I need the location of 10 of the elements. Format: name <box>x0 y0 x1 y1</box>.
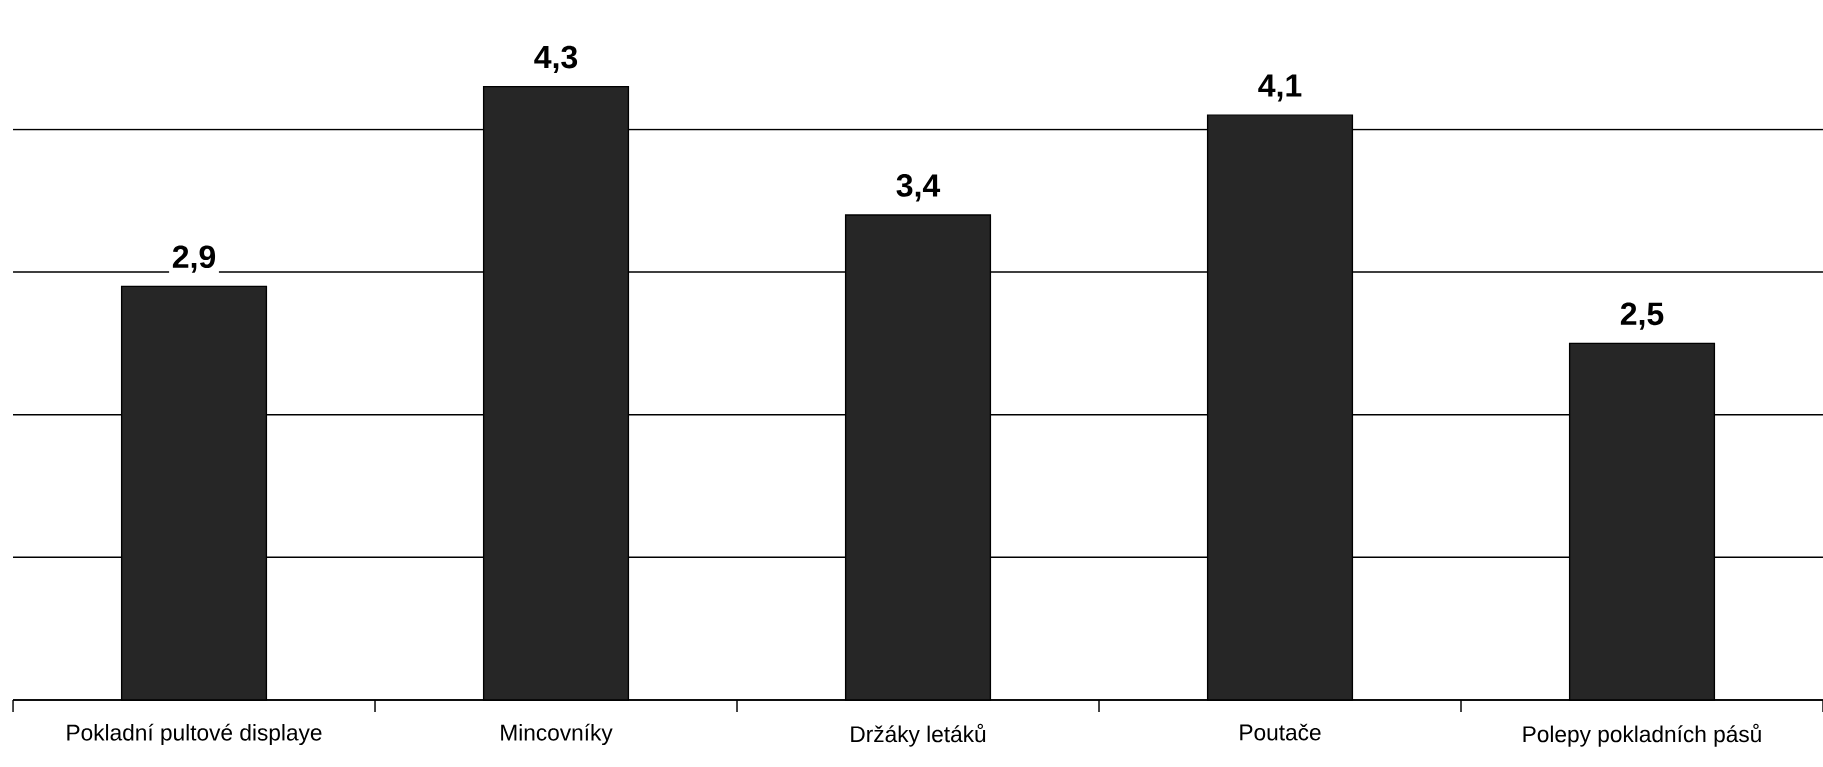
x-tick-label: Mincovníky <box>501 723 613 746</box>
x-tick-label: Polepy pokladních pásů <box>1523 723 1761 747</box>
x-tick-label: Držáky letáků <box>851 723 986 747</box>
data-label: 4,1 <box>1258 74 1302 102</box>
data-label: 3,4 <box>896 174 941 202</box>
data-label: 4,3 <box>534 45 578 73</box>
x-tick-label: Pokladní pultové displaye <box>67 723 322 746</box>
data-label: 2,9 <box>172 245 216 273</box>
x-tick-label: Poutače <box>1240 723 1321 741</box>
data-label: 2,5 <box>1620 302 1664 330</box>
